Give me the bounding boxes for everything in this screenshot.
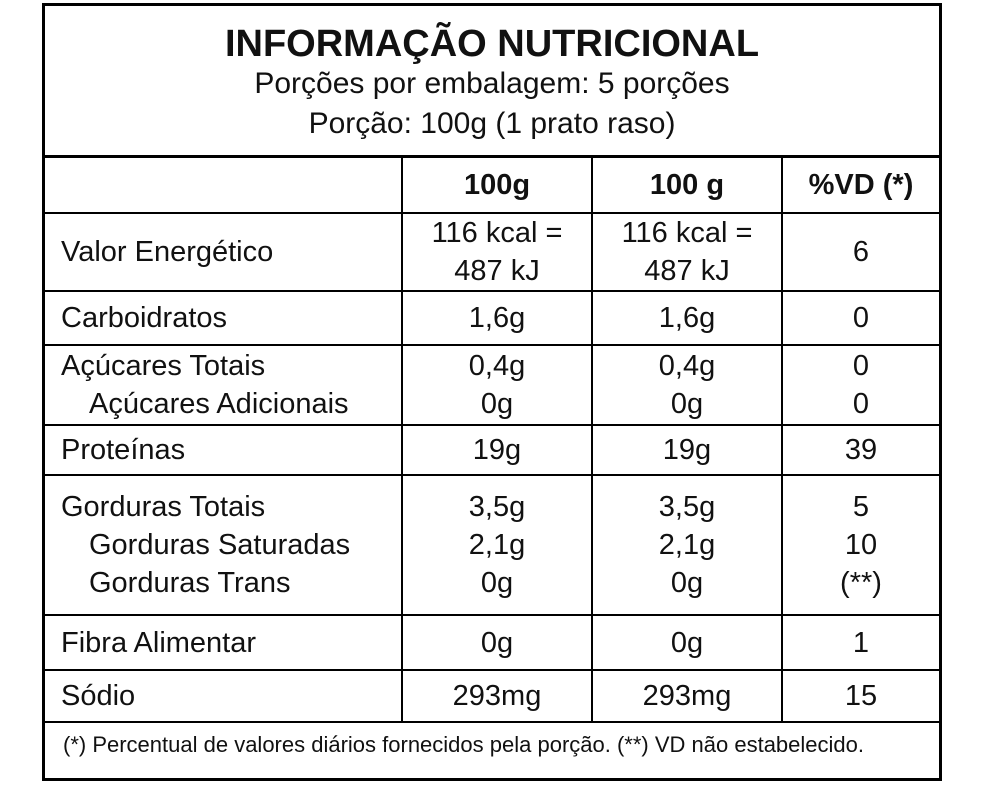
nutrient-value-col1: 293mg — [401, 669, 593, 723]
nutrient-value-col1: 116 kcal = 487 kJ — [401, 212, 593, 292]
nutrient-value-col2: 293mg — [591, 669, 783, 723]
nutrient-value-col1: 19g — [401, 424, 593, 476]
table-row-fat: Gorduras Totais Gorduras Saturadas Gordu… — [45, 474, 939, 616]
nutrient-name: Açúcares Totais — [61, 350, 266, 382]
sub-value: 0g — [480, 388, 514, 420]
energy-kcal: 116 kcal = — [431, 217, 563, 249]
value: 3,5g — [658, 491, 716, 523]
table-row-energy: Valor Energético 116 kcal = 487 kJ 116 k… — [45, 212, 939, 292]
sub-value: 0g — [670, 388, 704, 420]
nutrient-vd: 0 0 — [781, 344, 939, 426]
nutrient-vd: 1 — [781, 614, 939, 671]
column-header-nutrient — [45, 158, 403, 214]
nutrient-value-col2: 0g — [591, 614, 783, 671]
sub-value: 2,1g — [468, 529, 526, 561]
nutrient-name-group: Açúcares Totais Açúcares Adicionais — [45, 344, 403, 426]
sub-value: 0g — [670, 567, 704, 599]
energy-kj: 487 kJ — [454, 255, 540, 287]
sub-nutrient-name: Gorduras Trans — [89, 567, 291, 599]
table-row-sodium: Sódio 293mg 293mg 15 — [45, 669, 939, 723]
nutrient-name: Fibra Alimentar — [45, 614, 403, 671]
energy-kcal: 116 kcal = — [621, 217, 753, 249]
nutrient-value-col2: 0,4g 0g — [591, 344, 783, 426]
sub-vd-value: 10 — [844, 529, 878, 561]
nutrient-value-col1: 0,4g 0g — [401, 344, 593, 426]
nutrient-vd: 15 — [781, 669, 939, 723]
nutrient-value-col2: 116 kcal = 487 kJ — [591, 212, 783, 292]
table-row-sugars: Açúcares Totais Açúcares Adicionais 0,4g… — [45, 344, 939, 426]
serving-size: Porção: 100g (1 prato raso) — [308, 107, 676, 140]
sub-vd-value: 0 — [852, 388, 870, 420]
servings-per-package: Porções por embalagem: 5 porções — [254, 67, 730, 100]
nutrient-vd: 39 — [781, 424, 939, 476]
label-title: INFORMAÇÃO NUTRICIONAL — [224, 23, 760, 65]
vd-value: 5 — [852, 491, 870, 523]
nutrient-value-col2: 3,5g 2,1g 0g — [591, 474, 783, 616]
column-header-100g: 100g — [401, 158, 593, 214]
nutrient-value-col1: 0g — [401, 614, 593, 671]
nutrient-name: Valor Energético — [45, 212, 403, 292]
sub-vd-value: (**) — [840, 567, 882, 599]
nutrient-vd: 6 — [781, 212, 939, 292]
nutrient-vd: 0 — [781, 290, 939, 346]
nutrient-value-col2: 19g — [591, 424, 783, 476]
footnote: (*) Percentual de valores diários fornec… — [63, 732, 864, 757]
nutrient-name-group: Gorduras Totais Gorduras Saturadas Gordu… — [45, 474, 403, 616]
table-row-fiber: Fibra Alimentar 0g 0g 1 — [45, 614, 939, 671]
sub-value: 0g — [480, 567, 514, 599]
nutrient-value-col1: 1,6g — [401, 290, 593, 346]
value: 0,4g — [658, 350, 716, 382]
table-header-row: 100g 100 g %VD (*) — [45, 158, 939, 214]
label-header: INFORMAÇÃO NUTRICIONAL Porções por embal… — [45, 6, 939, 158]
sub-value: 2,1g — [658, 529, 716, 561]
column-header-100-g: 100 g — [591, 158, 783, 214]
sub-nutrient-name: Açúcares Adicionais — [89, 388, 349, 420]
energy-kj: 487 kJ — [644, 255, 730, 287]
nutrient-value-col1: 3,5g 2,1g 0g — [401, 474, 593, 616]
nutrient-name: Gorduras Totais — [61, 491, 266, 523]
value: 0,4g — [468, 350, 526, 382]
nutrient-vd: 5 10 (**) — [781, 474, 939, 616]
value: 3,5g — [468, 491, 526, 523]
nutrient-value-col2: 1,6g — [591, 290, 783, 346]
table-row-carbs: Carboidratos 1,6g 1,6g 0 — [45, 290, 939, 346]
nutrition-table: 100g 100 g %VD (*) Valor Energético 116 … — [45, 158, 939, 723]
nutrient-name: Sódio — [45, 669, 403, 723]
nutrient-name: Carboidratos — [45, 290, 403, 346]
nutrition-facts-label: INFORMAÇÃO NUTRICIONAL Porções por embal… — [42, 3, 942, 781]
vd-value: 0 — [852, 350, 870, 382]
table-row-protein: Proteínas 19g 19g 39 — [45, 424, 939, 476]
nutrient-name: Proteínas — [45, 424, 403, 476]
sub-nutrient-name: Gorduras Saturadas — [89, 529, 351, 561]
column-header-vd: %VD (*) — [781, 158, 939, 214]
